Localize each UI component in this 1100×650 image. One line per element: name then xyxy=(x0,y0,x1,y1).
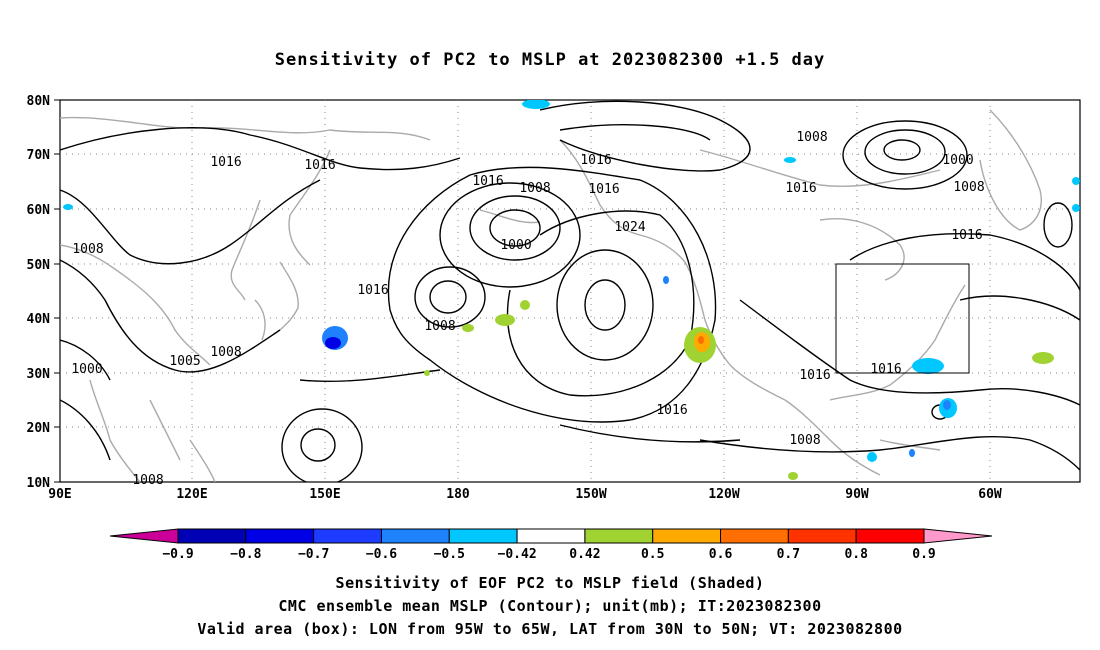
lat-label: 20N xyxy=(27,421,51,436)
lat-label: 30N xyxy=(27,367,51,382)
lat-axis: 80N 70N 60N 50N 40N 30N 20N 10N xyxy=(27,94,51,491)
colorbar-label: 0.7 xyxy=(777,547,800,562)
footer-line-1: Sensitivity of EOF PC2 to MSLP field (Sh… xyxy=(335,574,765,592)
map-frame xyxy=(59,99,1081,483)
colorbar-label: −0.7 xyxy=(298,547,329,562)
lon-label: 120W xyxy=(708,487,739,502)
contour-label: 1008 xyxy=(72,242,103,257)
contour-label: 1016 xyxy=(799,368,830,383)
lat-label: 40N xyxy=(27,312,51,327)
contour-label: 1008 xyxy=(132,473,163,488)
lon-label: 150W xyxy=(575,487,606,502)
contour-label: 1008 xyxy=(796,130,827,145)
contour-label: 1000 xyxy=(942,153,973,168)
colorbar-label: −0.5 xyxy=(434,547,465,562)
colorbar-segment xyxy=(177,528,247,544)
colorbar-label: −0.8 xyxy=(230,547,261,562)
colorbar-segment xyxy=(855,528,925,544)
colorbar-segment xyxy=(313,528,382,544)
lat-label: 70N xyxy=(27,148,51,163)
lat-label: 60N xyxy=(27,203,51,218)
colorbar-segment xyxy=(380,528,450,544)
lon-label: 90W xyxy=(845,487,869,502)
colorbar-label: 0.8 xyxy=(844,547,868,562)
contour-label: 1016 xyxy=(870,362,901,377)
colorbar-segment xyxy=(584,528,654,544)
colorbar-label: 0.5 xyxy=(641,547,664,562)
colorbar-segment xyxy=(720,528,789,544)
colorbar-segment xyxy=(448,528,518,544)
colorbar-segment xyxy=(652,528,722,544)
colorbar-label: −0.6 xyxy=(366,547,397,562)
contour-label: 1016 xyxy=(580,153,611,168)
contour-label: 1000 xyxy=(71,362,102,377)
colorbar-triangle-low xyxy=(109,528,179,544)
contour-label: 1016 xyxy=(656,403,687,418)
contour-label: 1016 xyxy=(588,182,619,197)
lon-label: 150E xyxy=(309,487,340,502)
contour-label: 1016 xyxy=(472,174,503,189)
colorbar-triangle-high xyxy=(923,528,993,544)
footer-line-3: Valid area (box): LON from 95W to 65W, L… xyxy=(197,620,903,638)
colorbar-segment xyxy=(516,528,586,544)
contour-label: 1016 xyxy=(785,181,816,196)
footer-line-2: CMC ensemble mean MSLP (Contour); unit(m… xyxy=(278,597,822,615)
contour-label: 1024 xyxy=(614,220,645,235)
contour-label: 1008 xyxy=(789,433,820,448)
contour-label: 1016 xyxy=(210,155,241,170)
contour-label: 1008 xyxy=(210,345,241,360)
lat-ticks xyxy=(54,99,60,483)
lat-label: 80N xyxy=(27,94,51,109)
colorbar-label: 0.42 xyxy=(569,547,600,562)
contour-label: 1008 xyxy=(519,181,550,196)
lon-label: 120E xyxy=(176,487,207,502)
colorbar-label: 0.9 xyxy=(912,547,935,562)
lat-label: 10N xyxy=(27,476,51,491)
lon-axis: 90E 120E 150E 180 150W 120W 90W 60W xyxy=(48,487,1002,502)
contour-label: 1016 xyxy=(304,158,335,173)
mslp-contours xyxy=(60,100,1080,482)
valid-area-box xyxy=(835,263,970,374)
lon-label: 180 xyxy=(446,487,470,502)
contour-label-group: 1016 1016 1016 1008 1016 1008 1016 1024 … xyxy=(71,130,984,488)
sensitivity-shading xyxy=(63,100,1080,480)
colorbar-segment xyxy=(245,528,315,544)
colorbar-label: −0.9 xyxy=(162,547,193,562)
contour-label: 1016 xyxy=(357,283,388,298)
colorbar-label: −0.42 xyxy=(498,547,537,562)
contour-label: 1008 xyxy=(953,180,984,195)
coastlines xyxy=(60,109,1042,482)
colorbar-segment xyxy=(787,528,857,544)
colorbar: −0.9 −0.8 −0.7 −0.6 −0.5 −0.42 0.42 0.5 0.6 0.7 0.… xyxy=(109,528,993,562)
lon-label: 90E xyxy=(48,487,71,502)
colorbar-label: 0.6 xyxy=(709,547,733,562)
contour-label: 1008 xyxy=(424,319,455,334)
contour-label: 1016 xyxy=(951,228,982,243)
lat-label: 50N xyxy=(27,258,51,273)
contour-label: 1005 xyxy=(169,354,200,369)
lon-label: 60W xyxy=(978,487,1002,502)
map-title: Sensitivity of PC2 to MSLP at 2023082300… xyxy=(274,50,826,70)
contour-label: 1000 xyxy=(500,238,531,253)
